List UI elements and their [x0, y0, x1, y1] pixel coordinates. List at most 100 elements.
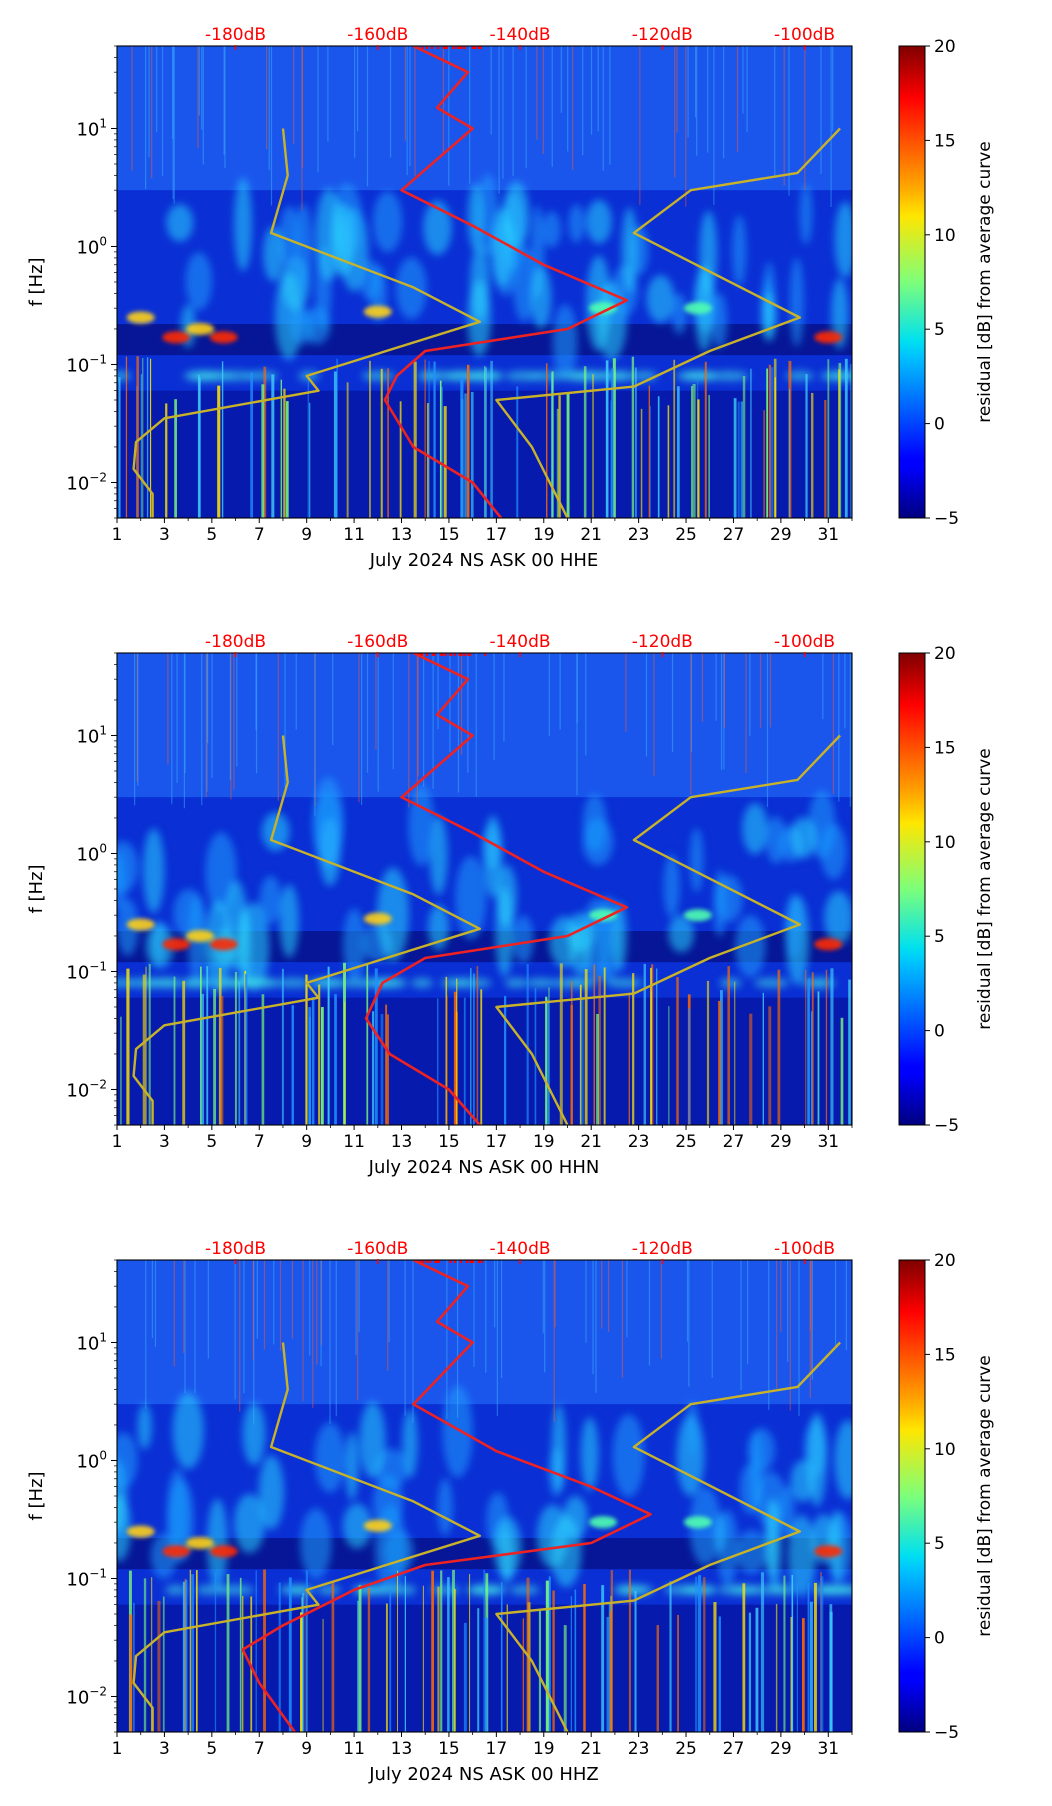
- x-tick-label: 19: [533, 525, 555, 545]
- y-tick-label: 101: [76, 1330, 107, 1354]
- x-tick-label: 13: [391, 1132, 413, 1152]
- y-tick-label: 101: [76, 116, 107, 140]
- colorbar-tick-label: −5: [934, 509, 959, 529]
- x-tick-label: 23: [628, 1739, 650, 1759]
- x-tick-label: 17: [486, 525, 508, 545]
- spectrogram-band-high: [117, 1260, 852, 1405]
- x-axis-label: July 2024 NS ASK 00 HHZ: [368, 1764, 599, 1785]
- series-line-noise-model-upper: [495, 734, 841, 1125]
- spectrogram-band-high: [117, 653, 852, 798]
- y-axis-label: f [Hz]: [26, 257, 47, 306]
- series-line-noise-model-upper: [495, 127, 841, 518]
- x-tick-label: 11: [343, 1132, 365, 1152]
- top-db-tick-label: -160dB: [347, 25, 408, 45]
- y-tick-label: 100: [76, 1448, 107, 1472]
- y-tick-label: 10−1: [66, 352, 107, 376]
- y-tick-label: 10−2: [66, 1077, 107, 1101]
- x-tick-label: 3: [159, 1739, 170, 1759]
- x-tick-label: 1: [112, 525, 123, 545]
- x-tick-label: 27: [723, 525, 745, 545]
- x-tick-label: 1: [112, 1739, 123, 1759]
- top-db-tick-label: -180dB: [205, 1239, 266, 1259]
- colorbar-tick-label: 5: [934, 320, 945, 340]
- colorbar-tick-label: 10: [934, 833, 956, 853]
- x-tick-label: 7: [254, 1132, 265, 1152]
- x-tick-label: 21: [580, 525, 602, 545]
- series-line-average-psd: [364, 653, 629, 1125]
- x-tick-label: 9: [301, 1739, 312, 1759]
- colorbar-gradient: [898, 45, 926, 519]
- series-line-average-psd: [383, 46, 629, 518]
- y-tick-label: 10−1: [66, 959, 107, 983]
- top-db-tick-label: -180dB: [205, 25, 266, 45]
- x-tick-label: 5: [206, 525, 217, 545]
- spectrogram-streaks: [120, 653, 851, 1125]
- x-tick-label: 15: [438, 525, 460, 545]
- y-tick-label: 10−1: [66, 1566, 107, 1590]
- y-axis-label: f [Hz]: [26, 1471, 47, 1520]
- colorbar-tick-label: 15: [934, 738, 956, 758]
- x-tick-label: 21: [580, 1739, 602, 1759]
- colorbar-tick-label: −5: [934, 1116, 959, 1136]
- x-tick-label: 21: [580, 1132, 602, 1152]
- colorbar-tick-label: 10: [934, 226, 956, 246]
- series-line-noise-model: [132, 735, 481, 1125]
- colorbar-tick-label: 0: [934, 415, 945, 435]
- x-tick-label: 29: [770, 1739, 792, 1759]
- x-tick-label: 27: [723, 1739, 745, 1759]
- series-line-noise-model: [132, 1342, 481, 1732]
- x-tick-label: 5: [206, 1132, 217, 1152]
- y-axis-label: f [Hz]: [26, 864, 47, 913]
- spectrogram-image: [117, 1260, 852, 1732]
- top-db-tick-label: -140dB: [490, 1239, 551, 1259]
- x-axis-label: July 2024 NS ASK 00 HHN: [368, 1157, 600, 1178]
- x-tick-label: 31: [817, 1132, 839, 1152]
- x-tick-label: 9: [301, 1132, 312, 1152]
- colorbar-tick-label: 15: [934, 1345, 956, 1365]
- spectrogram-hotspots: [126, 302, 843, 344]
- top-db-tick-label: -140dB: [490, 632, 551, 652]
- spectrogram-band-low: [117, 997, 852, 1125]
- series-line-noise-model-upper: [495, 1341, 841, 1732]
- y-tick-label: 100: [76, 841, 107, 865]
- spectrogram-glow: [117, 1385, 852, 1597]
- colorbar-label: residual [dB] from average curve: [975, 141, 995, 422]
- colorbar-tick-label: 20: [934, 644, 956, 664]
- x-tick-label: 13: [391, 525, 413, 545]
- x-tick-label: 7: [254, 525, 265, 545]
- x-tick-label: 17: [486, 1739, 508, 1759]
- top-db-tick-label: -140dB: [490, 25, 551, 45]
- x-tick-label: 11: [343, 525, 365, 545]
- top-db-tick-label: -120dB: [632, 25, 693, 45]
- x-tick-label: 11: [343, 1739, 365, 1759]
- x-tick-label: 25: [675, 1132, 697, 1152]
- x-tick-label: 31: [817, 525, 839, 545]
- y-tick-label: 100: [76, 234, 107, 258]
- x-tick-label: 3: [159, 525, 170, 545]
- top-db-tick-label: -100dB: [774, 632, 835, 652]
- x-tick-label: 31: [817, 1739, 839, 1759]
- spectrogram-hotspots: [126, 1516, 843, 1558]
- top-db-tick-label: -120dB: [632, 632, 693, 652]
- colorbar-tick-label: 5: [934, 927, 945, 947]
- spectrogram-hotspots: [126, 909, 843, 951]
- colorbar-label: residual [dB] from average curve: [975, 748, 995, 1029]
- spectrogram-band-high: [117, 46, 852, 191]
- x-tick-label: 1: [112, 1132, 123, 1152]
- y-tick-label: 101: [76, 723, 107, 747]
- top-db-tick-label: -100dB: [774, 1239, 835, 1259]
- x-tick-label: 17: [486, 1132, 508, 1152]
- series-line-average-psd: [241, 1260, 652, 1732]
- x-tick-label: 15: [438, 1739, 460, 1759]
- x-tick-label: 15: [438, 1132, 460, 1152]
- x-tick-label: 5: [206, 1739, 217, 1759]
- y-tick-label: 10−2: [66, 1684, 107, 1708]
- top-db-tick-label: -160dB: [347, 632, 408, 652]
- colorbar-tick-label: 10: [934, 1440, 956, 1460]
- colorbar-tick-label: 15: [934, 131, 956, 151]
- colorbar-tick-label: 5: [934, 1534, 945, 1554]
- colorbar: 20 15 10 5 0 −5 residual [dB] from average cur…: [898, 1251, 995, 1743]
- x-tick-label: 3: [159, 1132, 170, 1152]
